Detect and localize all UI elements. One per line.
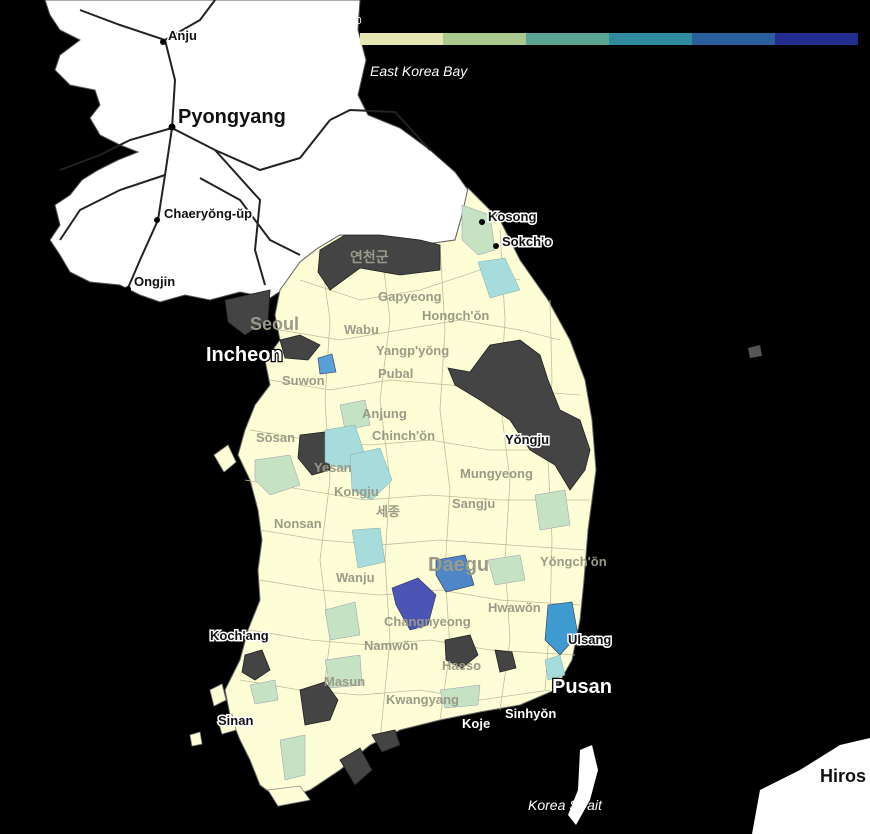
legend-swatch <box>692 33 775 45</box>
city-label-seoul: Seoul <box>250 314 299 334</box>
city-label-hwawon: Hwawŏn <box>488 600 541 615</box>
city-label-wanju: Wanju <box>336 570 375 585</box>
ulleung-island <box>748 345 762 358</box>
city-label-ongjin: Ongjin <box>134 274 175 289</box>
city-label-hiroshima: Hiros <box>820 766 866 786</box>
legend-zero-label: 0 <box>356 16 362 27</box>
city-label-pusan: Pusan <box>552 676 612 698</box>
sea-label-strait: Korea Strait <box>528 797 603 813</box>
city-label-koje: Koje <box>462 716 490 731</box>
city-label-kosong: Kosong <box>488 209 536 224</box>
city-label-sinhyon: Sinhyŏn <box>505 706 556 721</box>
city-label-kongju: Kongju <box>334 484 379 499</box>
east-island <box>568 745 598 825</box>
city-label-mungyeong: Mungyeong <box>460 466 533 481</box>
legend-swatch <box>526 33 609 45</box>
legend-swatch <box>775 33 858 45</box>
city-label-pyongyang: Pyongyang <box>178 106 286 128</box>
no-data-regions <box>224 234 591 786</box>
city-label-sangju: Sangju <box>452 496 495 511</box>
city-label-yongchon: Yŏngch'ŏn <box>540 554 607 569</box>
city-label-masun: Masun <box>324 674 365 689</box>
city-label-suwon: Suwon <box>282 373 325 388</box>
city-label-nonsan: Nonsan <box>274 516 322 531</box>
city-label-gapyeong: Gapyeong <box>378 289 442 304</box>
city-label-kwangyang: Kwangyang <box>386 692 459 707</box>
city-dot-sokcho <box>493 243 499 249</box>
city-label-sosan: Sŏsan <box>256 430 295 445</box>
city-label-anju: Anju <box>168 28 197 43</box>
city-dot-chaeryong <box>154 217 160 223</box>
sea-label-east: East Korea Bay <box>370 63 468 79</box>
city-label-chaeryong: Chaeryŏng-ŭp <box>164 206 252 221</box>
choropleth-light-teal <box>324 257 566 681</box>
choropleth-light-green <box>249 204 571 781</box>
city-dot-kosong <box>479 219 485 225</box>
city-label-anjung: Anjung <box>362 406 407 421</box>
legend-swatch <box>360 33 443 45</box>
city-dot-pyongyang <box>168 123 176 131</box>
japan-landmass <box>752 738 870 834</box>
city-dot-ongjin <box>125 286 131 292</box>
city-label-kochang: Koch'ang <box>210 628 269 643</box>
southwest-islands <box>189 444 311 807</box>
city-label-yesan: Yesan <box>314 460 352 475</box>
city-label-yangpyeong: Yangp'yŏng <box>376 343 449 358</box>
city-label-namwon: Namwŏn <box>364 638 418 653</box>
city-label-pubal: Pubal <box>378 366 413 381</box>
city-label-sokcho: Sokch'o <box>502 234 552 249</box>
city-label-chinchon: Chinch'ŏn <box>372 428 435 443</box>
choropleth-blue <box>317 353 579 656</box>
city-label-changnyeong: Changnyeong <box>384 614 471 629</box>
city-dot-anju <box>160 39 166 45</box>
city-label-wabu: Wabu <box>344 322 379 337</box>
city-label-sinan: Sinan <box>218 713 253 728</box>
legend-color-bar <box>360 33 858 45</box>
city-label-incheon: Incheon <box>206 344 283 366</box>
region-label-yeoncheon: 연천군 <box>350 249 389 265</box>
city-label-daegu: Daegu <box>428 554 489 576</box>
legend-swatch <box>609 33 692 45</box>
city-label-ulsan: Ulsang <box>568 632 611 647</box>
city-label-haeso: Haeso <box>442 658 481 673</box>
city-label-hongchon: Hongch'ŏn <box>422 308 489 323</box>
city-label-sejong: 세종 <box>376 504 400 519</box>
city-label-yongju: Yŏngju <box>505 432 549 447</box>
legend-swatch <box>443 33 526 45</box>
